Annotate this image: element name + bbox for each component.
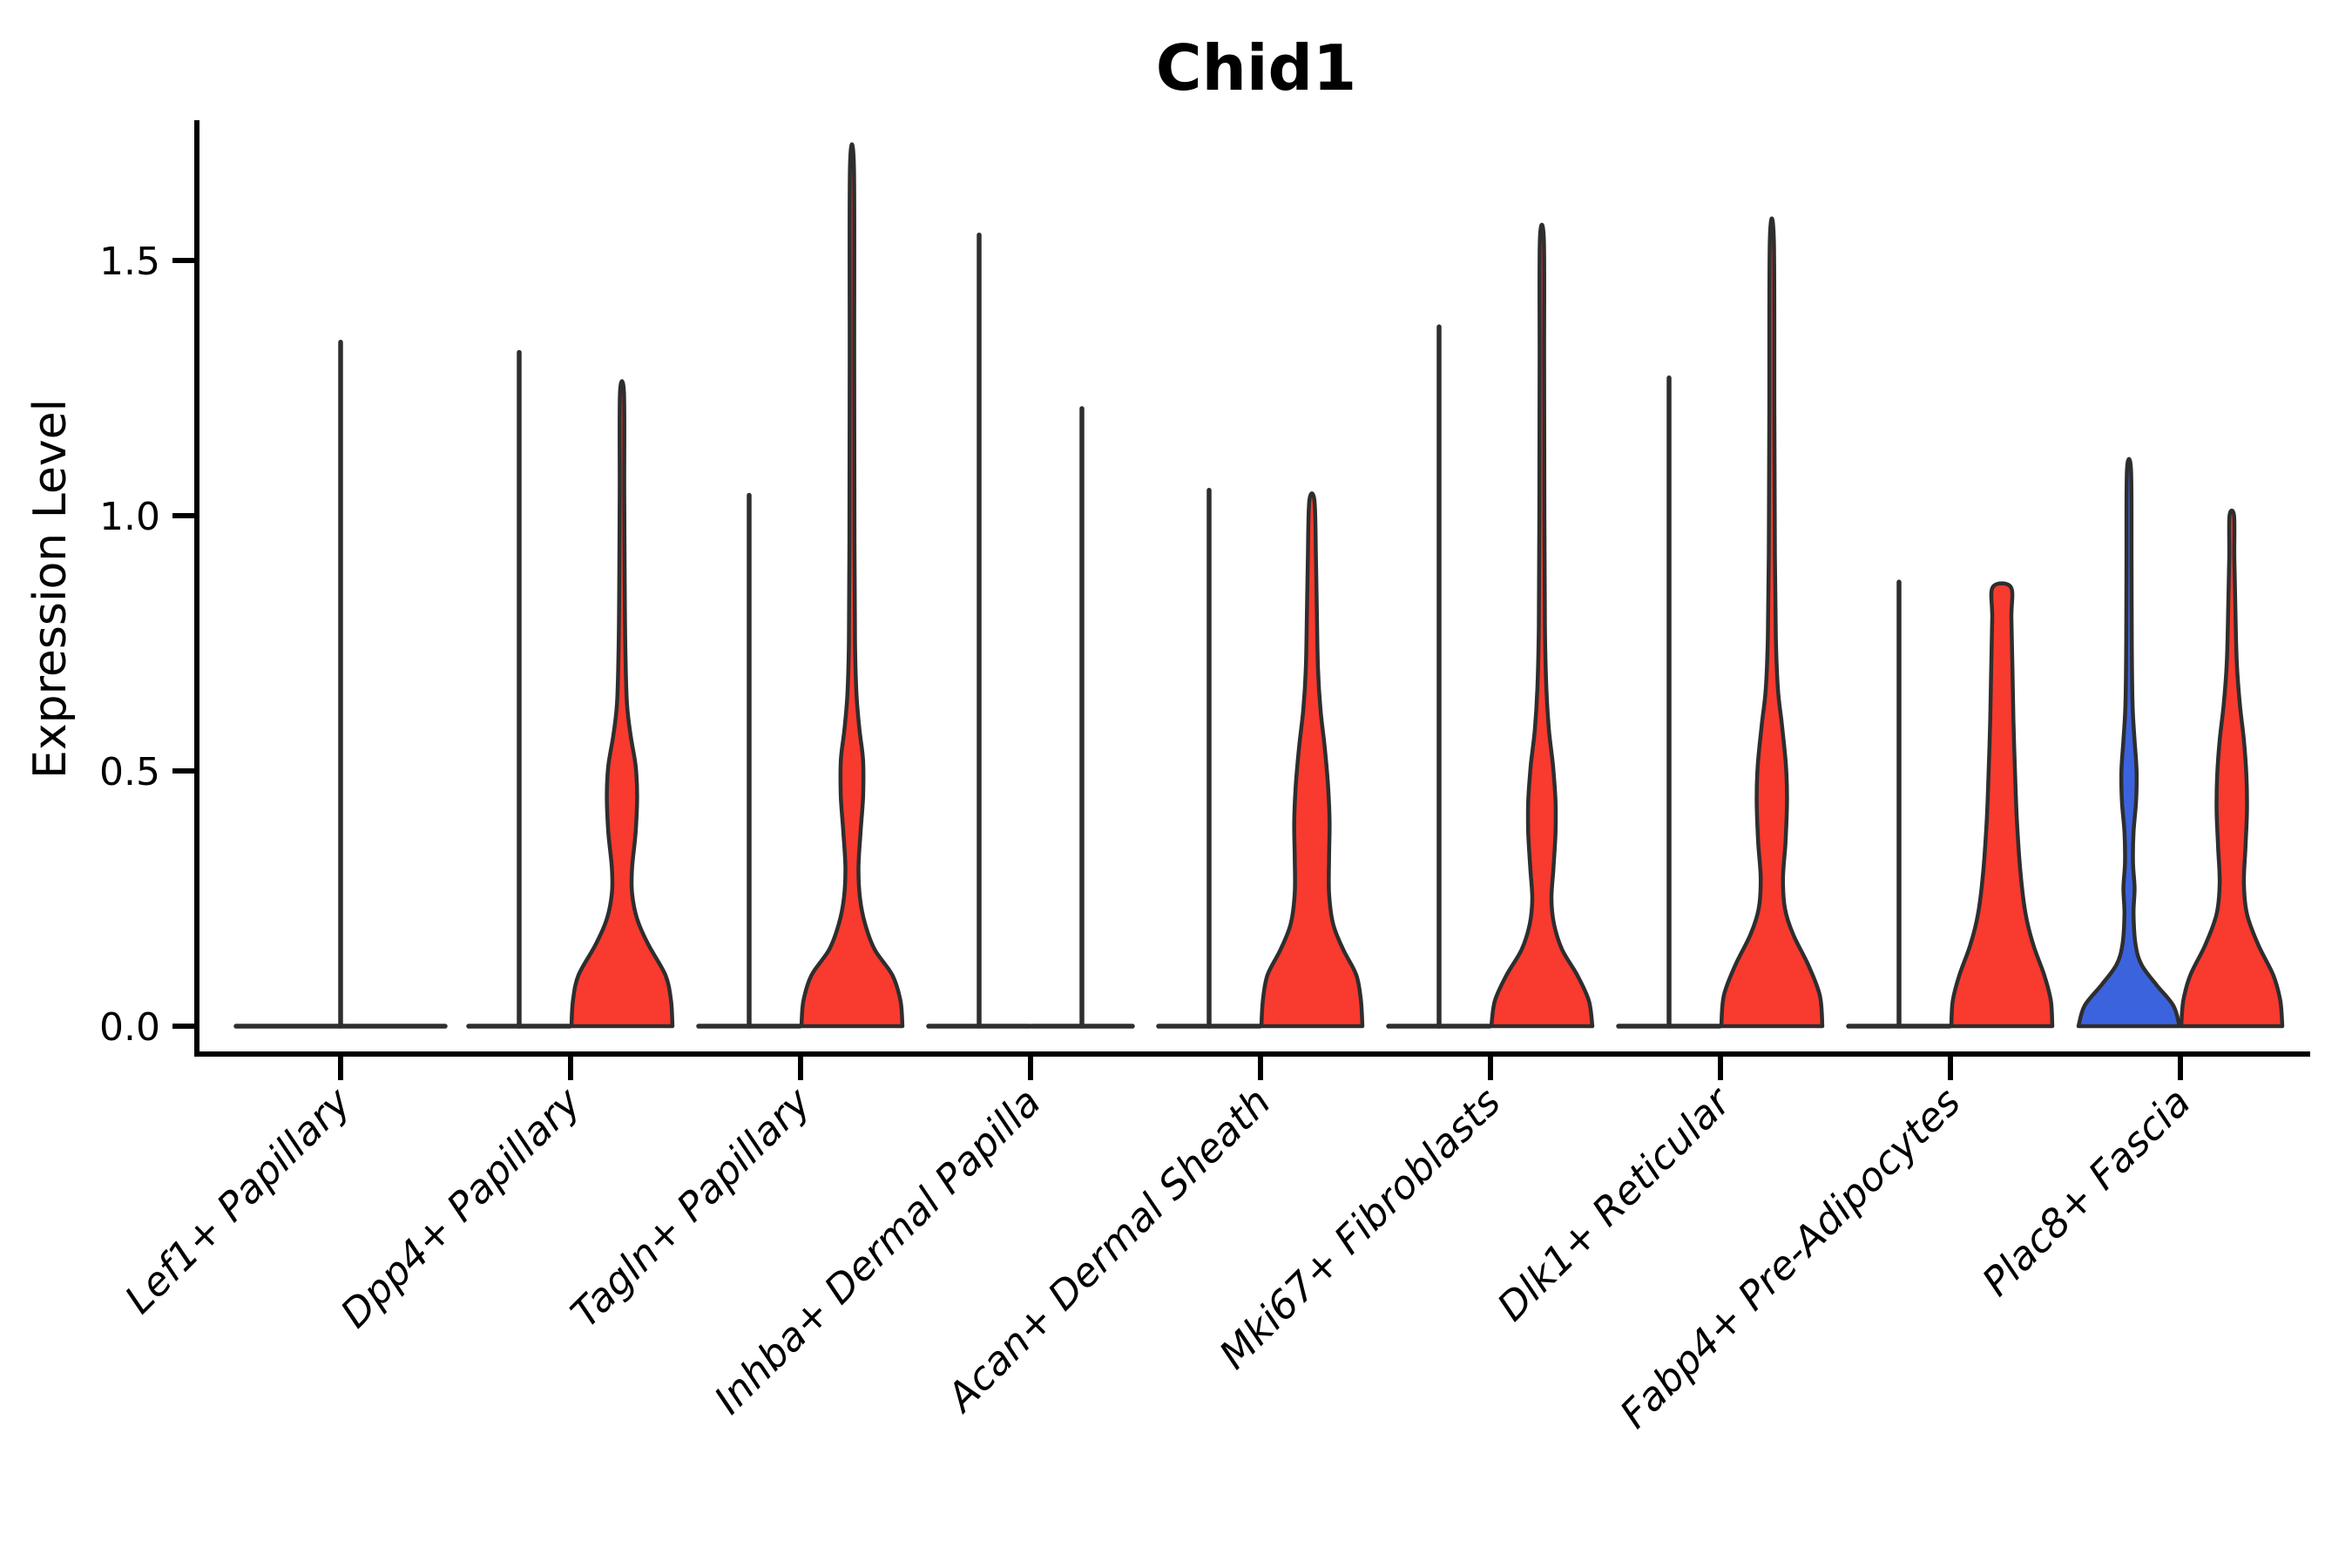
x-tick-label: Tagln+ Papillary — [562, 1078, 821, 1336]
violin-2-right — [799, 142, 905, 1029]
y-tick-label: 0.5 — [99, 750, 160, 794]
y-tick-label: 0.0 — [99, 1005, 160, 1050]
x-tick-label: Dpp4+ Papillary — [332, 1078, 591, 1336]
violin-8-left — [2076, 456, 2182, 1029]
y-tick-label: 1.5 — [99, 240, 160, 284]
violin-8-right — [2179, 508, 2285, 1029]
y-axis-label: Expression Level — [24, 399, 77, 779]
x-tick-label: Dlk1+ Reticular — [1488, 1078, 1740, 1330]
violin-5-right — [1489, 222, 1595, 1029]
y-tick-label: 1.0 — [99, 495, 160, 539]
x-tick-label: Plac8+ Fascia — [1973, 1078, 2200, 1305]
violin-1-right — [569, 379, 675, 1029]
violin-7-right — [1949, 581, 2055, 1029]
chart-title: Chid1 — [1156, 31, 1356, 105]
x-tick-label: Lef1+ Papillary — [116, 1078, 361, 1322]
violins-layer — [233, 142, 2285, 1029]
violin-6-right — [1719, 216, 1825, 1029]
violin-4-right — [1259, 491, 1365, 1029]
